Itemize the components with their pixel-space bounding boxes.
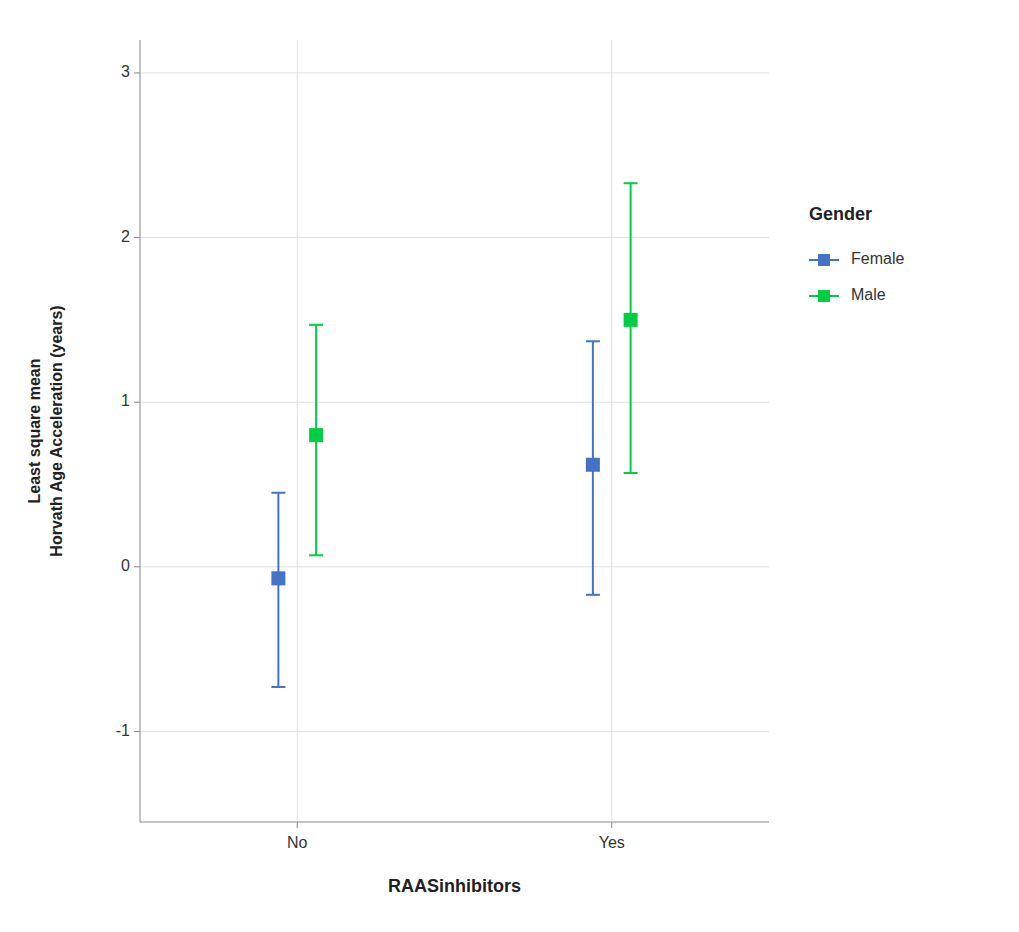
error-cap-high bbox=[586, 340, 600, 342]
legend: Gender Female Male bbox=[809, 204, 904, 303]
y-tick-label: -1 bbox=[116, 722, 130, 739]
error-cap-low bbox=[271, 686, 285, 688]
y-tick bbox=[134, 402, 140, 403]
legend-marker bbox=[818, 290, 830, 302]
error-bar bbox=[630, 183, 632, 473]
axes: -1 0 1 2 3 No Yes bbox=[116, 40, 769, 851]
error-cap-high bbox=[624, 182, 638, 184]
y-axis-label: Least square mean bbox=[26, 359, 43, 504]
error-bar bbox=[277, 493, 279, 687]
series bbox=[271, 341, 600, 687]
y-tick-label: 3 bbox=[121, 63, 130, 80]
y-tick-label: 2 bbox=[121, 228, 130, 245]
x-tick bbox=[297, 822, 298, 828]
legend-marker bbox=[818, 254, 830, 266]
error-cap-high bbox=[309, 324, 323, 326]
legend-label: Female bbox=[851, 250, 904, 267]
y-tick bbox=[134, 237, 140, 238]
y-axis-line bbox=[140, 40, 141, 822]
y-tick-label: 1 bbox=[121, 392, 130, 409]
y-grid-line bbox=[140, 731, 769, 732]
legend-label: Male bbox=[851, 286, 886, 303]
point bbox=[309, 428, 323, 442]
error-cap-high bbox=[271, 492, 285, 494]
point bbox=[624, 313, 638, 327]
y-axis-label: Horvath Age Acceleration (years) bbox=[48, 305, 65, 556]
x-tick-label: No bbox=[287, 834, 308, 851]
y-grid-line bbox=[140, 566, 769, 567]
series bbox=[309, 183, 638, 555]
x-grid-line bbox=[297, 40, 298, 822]
legend-entry: Female bbox=[809, 250, 904, 267]
y-grid-line bbox=[140, 72, 769, 73]
error-cap-low bbox=[624, 472, 638, 474]
error-cap-low bbox=[586, 594, 600, 596]
legend-entry: Male bbox=[809, 286, 886, 303]
y-grid-line bbox=[140, 237, 769, 238]
x-grid-line bbox=[611, 40, 612, 822]
y-grid-line bbox=[140, 402, 769, 403]
x-tick-label: Yes bbox=[599, 834, 625, 851]
y-tick bbox=[134, 72, 140, 73]
point bbox=[586, 458, 600, 472]
x-axis-line bbox=[140, 822, 769, 823]
x-tick bbox=[611, 822, 612, 828]
y-tick-label: 0 bbox=[121, 557, 130, 574]
error-cap-low bbox=[309, 554, 323, 556]
grid bbox=[140, 40, 769, 822]
legend-title: Gender bbox=[809, 204, 872, 224]
chart: -1 0 1 2 3 No Yes RAASinhibitors Least square me… bbox=[0, 0, 1019, 932]
plot-marks bbox=[271, 183, 637, 687]
y-tick bbox=[134, 731, 140, 732]
x-axis-label: RAASinhibitors bbox=[388, 876, 521, 896]
y-tick bbox=[134, 566, 140, 567]
point bbox=[271, 571, 285, 585]
